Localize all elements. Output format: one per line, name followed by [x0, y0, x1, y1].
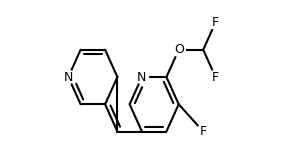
Circle shape [209, 16, 222, 29]
Circle shape [62, 70, 75, 84]
Circle shape [209, 70, 222, 84]
Circle shape [135, 70, 149, 84]
Circle shape [172, 43, 185, 56]
Text: N: N [64, 71, 73, 83]
Circle shape [197, 125, 210, 138]
Text: O: O [174, 43, 184, 56]
Text: F: F [212, 71, 219, 83]
Text: F: F [212, 16, 219, 29]
Text: N: N [137, 71, 147, 83]
Text: F: F [200, 125, 207, 138]
